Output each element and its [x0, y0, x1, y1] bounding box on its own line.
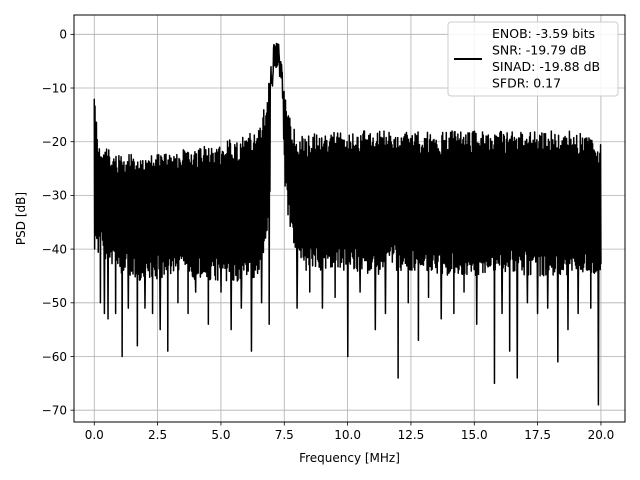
legend: ENOB: -3.59 bits SNR: -19.79 dB SINAD: -… — [447, 21, 619, 97]
y-tick-label: −60 — [42, 350, 67, 364]
x-tick-label: 12.5 — [398, 428, 425, 442]
x-tick-label: 5.0 — [211, 428, 230, 442]
x-axis-label: Frequency [MHz] — [299, 451, 400, 465]
y-tick-label: −40 — [42, 242, 67, 256]
x-tick-label: 17.5 — [524, 428, 551, 442]
y-tick-label: −30 — [42, 189, 67, 203]
y-tick-label: −70 — [42, 403, 67, 417]
y-tick-label: 0 — [59, 28, 67, 42]
psd-line — [93, 42, 602, 406]
y-tick-label: −20 — [42, 135, 67, 149]
y-axis-label: PSD [dB] — [14, 192, 28, 245]
y-axis-ticks: 0 −10 −20 −30 −40 −50 −60 −70 — [42, 28, 74, 417]
x-tick-label: 10.0 — [334, 428, 361, 442]
legend-enob: ENOB: -3.59 bits — [492, 26, 595, 41]
plot-frame — [73, 14, 626, 423]
x-tick-label: 20.0 — [588, 428, 615, 442]
legend-box — [447, 21, 619, 97]
y-tick-label: −50 — [42, 296, 67, 310]
x-tick-label: 2.5 — [148, 428, 167, 442]
x-tick-label: 15.0 — [461, 428, 488, 442]
x-tick-label: 7.5 — [275, 428, 294, 442]
legend-sfdr: SFDR: 0.17 — [492, 76, 561, 91]
x-axis-ticks: 0.0 2.5 5.0 7.5 10.0 12.5 15.0 17.5 20.0 — [85, 422, 615, 442]
y-tick-label: −10 — [42, 81, 67, 95]
legend-snr: SNR: -19.79 dB — [492, 43, 587, 58]
psd-series — [93, 42, 602, 406]
x-tick-label: 0.0 — [85, 428, 104, 442]
legend-sinad: SINAD: -19.88 dB — [492, 59, 600, 74]
